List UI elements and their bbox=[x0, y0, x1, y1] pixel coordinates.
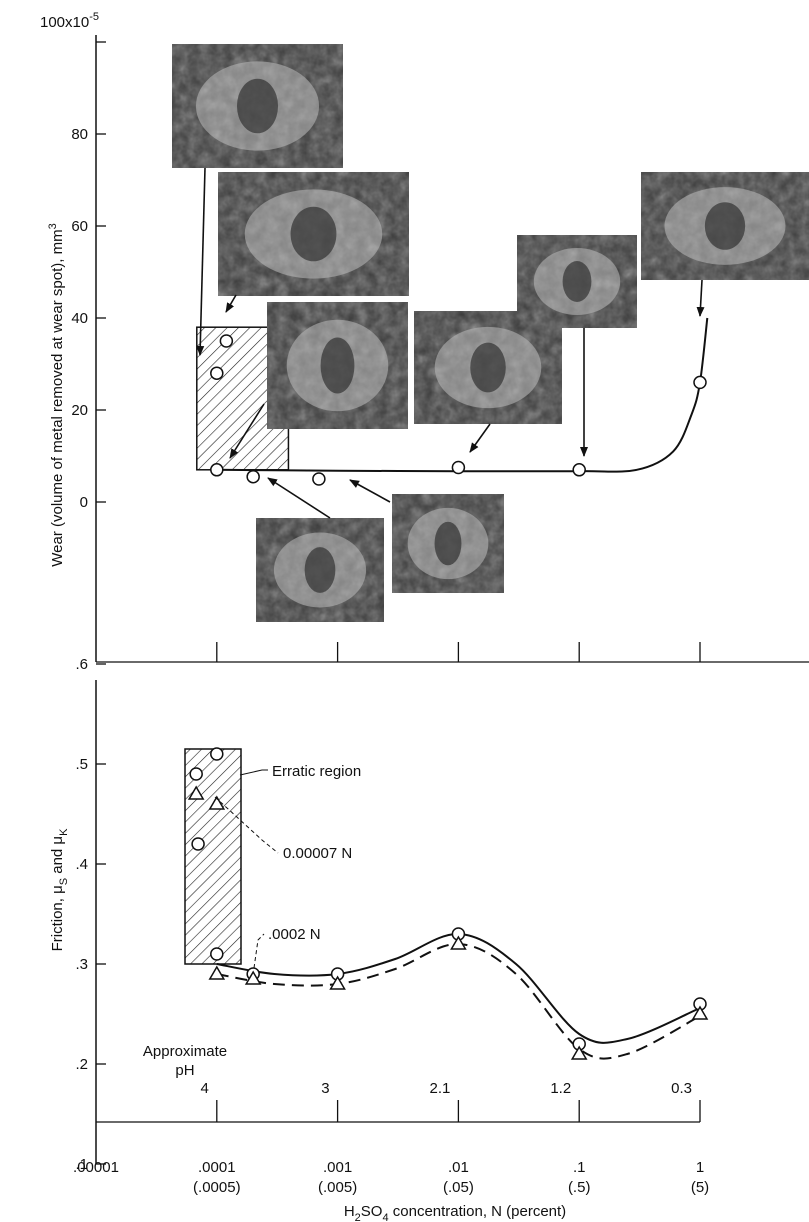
friction-annotations: Erratic region 0.00007 N .0002 N bbox=[214, 763, 361, 969]
wear-y-tick-label: 80 bbox=[71, 126, 88, 143]
wear-point bbox=[210, 366, 224, 380]
annotation-c2: .0002 N bbox=[268, 926, 321, 943]
micrograph-arrow bbox=[229, 403, 265, 459]
friction-x-percent-label: (.005) bbox=[318, 1179, 357, 1196]
wear-point bbox=[572, 463, 586, 477]
friction-x-tick-label: .01 bbox=[448, 1159, 469, 1176]
micrograph-3 bbox=[267, 302, 408, 429]
friction-x-percent-label: (5) bbox=[691, 1179, 709, 1196]
annotation-erratic-region: Erratic region bbox=[272, 763, 361, 780]
friction-x-tick-label: 1 bbox=[696, 1159, 704, 1176]
friction-x-percent-label: (.5) bbox=[568, 1179, 591, 1196]
mu-s-point bbox=[191, 837, 205, 851]
wear-x-axis bbox=[96, 642, 809, 663]
wear-y-tick-label: 20 bbox=[71, 402, 88, 419]
ph-tick-label: 3 bbox=[321, 1080, 329, 1097]
micrograph-arrow bbox=[696, 279, 705, 317]
friction-x-tick-label: .1 bbox=[573, 1159, 586, 1176]
mu-k-point bbox=[329, 975, 346, 990]
friction-x-tick-label: .0001 bbox=[198, 1159, 236, 1176]
mu-k-point bbox=[208, 965, 226, 980]
micrograph-5 bbox=[517, 235, 637, 328]
mu-s-point bbox=[210, 947, 224, 961]
micrograph-2 bbox=[218, 172, 409, 296]
friction-y-axis-title: Friction, μS and μK bbox=[49, 828, 70, 952]
wear-point bbox=[219, 334, 234, 348]
mu-k-point bbox=[570, 1045, 588, 1060]
wear-point bbox=[210, 463, 224, 477]
wear-y-axis-title: Wear (volume of metal removed at wear sp… bbox=[47, 223, 66, 566]
annotation-c1: 0.00007 N bbox=[283, 845, 352, 862]
mu-s-curve bbox=[216, 932, 701, 1044]
friction-y-tick-label: .3 bbox=[75, 956, 88, 973]
friction-chart: .1 .2 .3 .4 .5 .6 Friction, μS and μK .00001.… bbox=[49, 656, 709, 1222]
micrograph-arrow bbox=[469, 423, 491, 453]
wear-point bbox=[246, 469, 260, 484]
wear-point bbox=[693, 375, 707, 390]
mu-s-point bbox=[189, 767, 203, 781]
friction-erratic-region bbox=[184, 748, 242, 965]
micrograph-8 bbox=[392, 494, 504, 593]
ph-scale: Approximate pH 4 3 2.1 1.2 0.3 bbox=[96, 1043, 701, 1123]
annotation-erratic-leader bbox=[239, 769, 268, 776]
friction-x-percent-label: (.05) bbox=[443, 1179, 474, 1196]
mu-s-point bbox=[210, 747, 224, 761]
wear-y-tick-label: 60 bbox=[71, 218, 88, 235]
friction-y-tick-label: .1 bbox=[75, 1156, 88, 1173]
wear-y-axis: 100x10-5 0 20 40 60 80 Wear (volume of metal… bbox=[40, 11, 106, 662]
friction-x-axis-title: H2SO4 concentration, N (percent) bbox=[344, 1203, 566, 1222]
friction-x-tick-label: .00001 bbox=[73, 1159, 119, 1176]
annotation-c2-leader bbox=[253, 933, 265, 969]
friction-y-tick-label: .6 bbox=[75, 656, 88, 673]
micrograph-6 bbox=[641, 172, 809, 280]
wear-curve bbox=[216, 317, 709, 473]
mu-k-point bbox=[691, 1005, 709, 1020]
wear-y-top-label: 100x10-5 bbox=[40, 11, 99, 31]
micrograph-arrow bbox=[225, 294, 237, 313]
mu-k-point bbox=[208, 795, 226, 810]
friction-y-tick-label: .4 bbox=[75, 856, 88, 873]
micrograph-arrow bbox=[196, 167, 206, 356]
friction-x-percent-label: (.0005) bbox=[193, 1179, 241, 1196]
micrograph-arrow bbox=[267, 477, 331, 519]
ph-tick-label: 2.1 bbox=[430, 1080, 451, 1097]
ph-tick-label: 4 bbox=[200, 1080, 208, 1097]
ph-title-line2: pH bbox=[175, 1062, 194, 1079]
friction-x-axis: .00001 .0001 (.0005) .001 (.005) .01 (.05) .1 (.… bbox=[73, 1159, 709, 1222]
micrograph-1 bbox=[172, 44, 343, 168]
friction-y-tick-label: .5 bbox=[75, 756, 88, 773]
annotation-c1-leader bbox=[214, 796, 279, 854]
friction-y-tick-label: .2 bbox=[75, 1056, 88, 1073]
friction-x-tick-label: .001 bbox=[323, 1159, 352, 1176]
mu-k-point bbox=[450, 935, 467, 950]
mu-k-curve bbox=[216, 942, 701, 1060]
micrograph-7 bbox=[256, 518, 384, 622]
ph-title-line1: Approximate bbox=[143, 1043, 227, 1060]
ph-tick-label: 1.2 bbox=[550, 1080, 571, 1097]
wear-point bbox=[312, 472, 326, 486]
micrograph-4 bbox=[414, 311, 562, 424]
wear-y-tick-label: 40 bbox=[71, 310, 88, 327]
friction-y-axis: .1 .2 .3 .4 .5 .6 Friction, μS and μK bbox=[49, 656, 106, 1173]
wear-y-tick-label: 0 bbox=[80, 494, 88, 511]
ph-tick-label: 0.3 bbox=[671, 1080, 692, 1097]
mu-k-point bbox=[187, 785, 205, 800]
micrograph-arrow bbox=[349, 479, 391, 503]
wear-chart: 100x10-5 0 20 40 60 80 Wear (volume of metal… bbox=[40, 11, 809, 663]
mu-k-point bbox=[244, 970, 262, 985]
wear-point bbox=[451, 460, 466, 475]
